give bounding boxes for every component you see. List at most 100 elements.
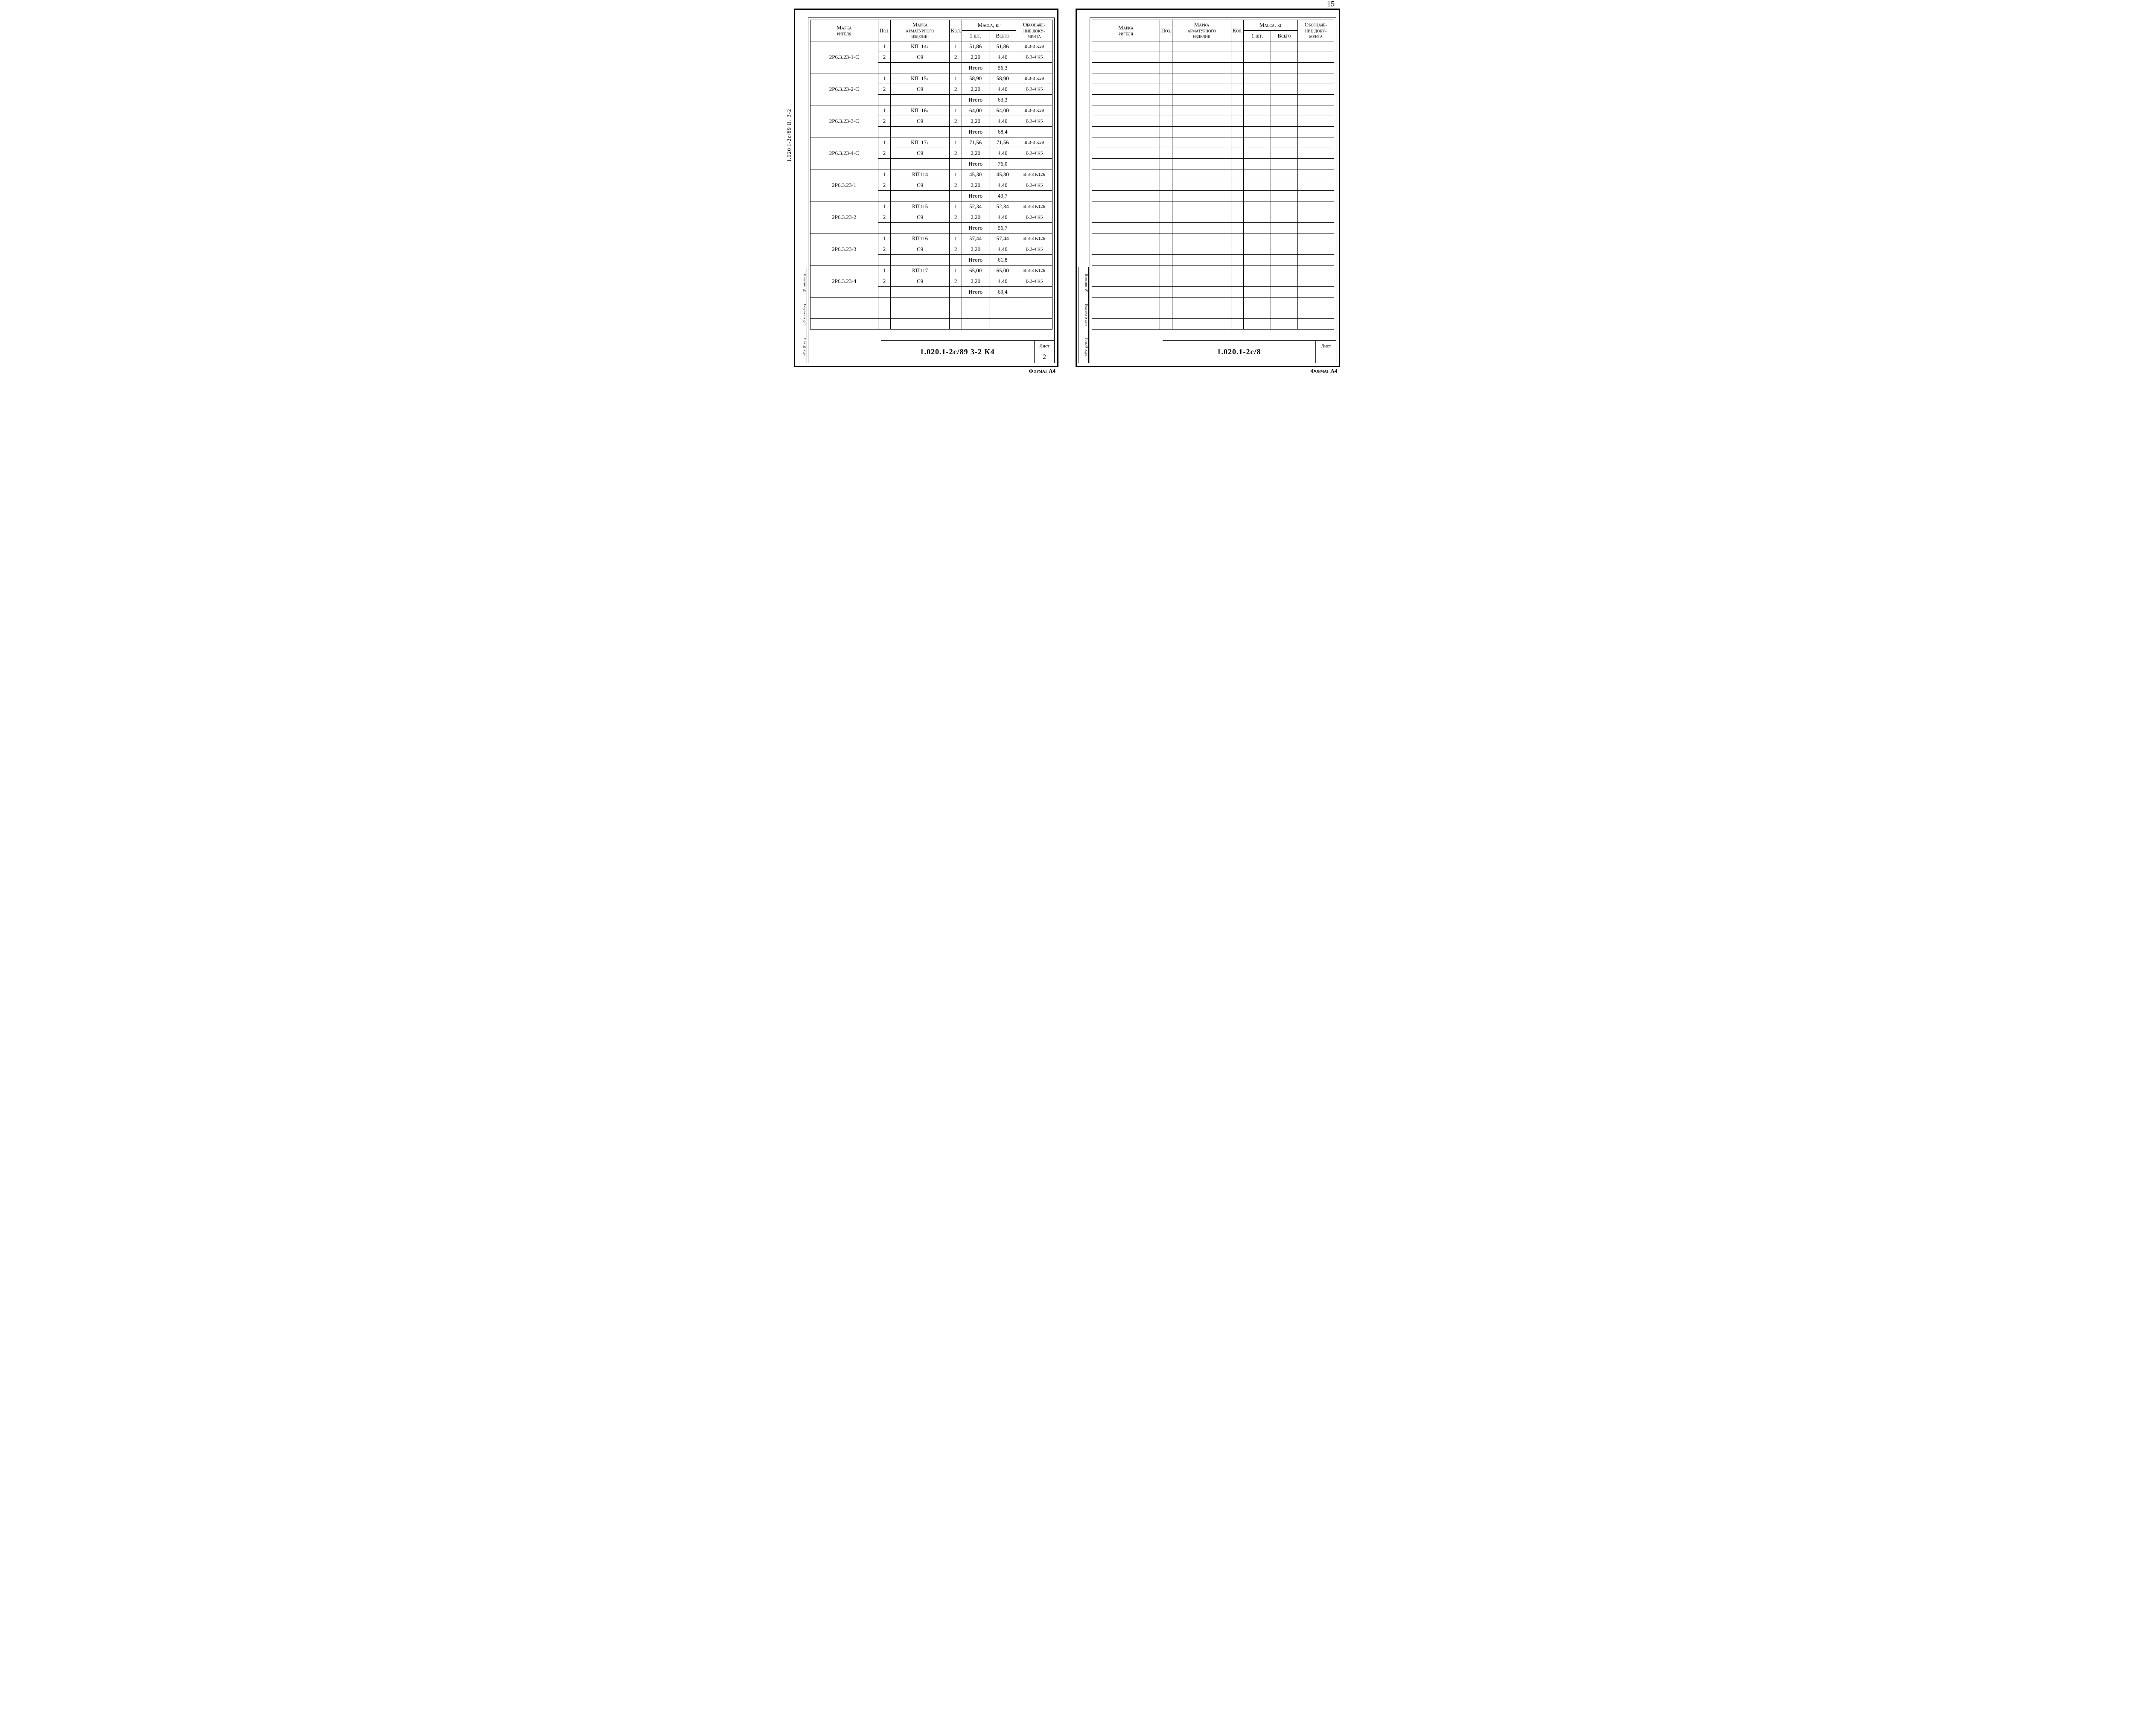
cell-poz — [878, 255, 891, 266]
cell-m2: 52,34 — [989, 201, 1016, 212]
cell-doc — [1016, 255, 1052, 266]
table-holder-right: Маркаригеля Поз. Маркаарматурногоизделия… — [1092, 20, 1334, 339]
sidebox-2: Инв.№подл. — [797, 331, 807, 363]
cell-arm — [891, 287, 950, 298]
side-stamp-boxes: Взам.инв.№ Подпись и дата Инв.№подл. — [797, 267, 807, 363]
cell-m2: 57,44 — [989, 233, 1016, 244]
table-row-blank — [1092, 52, 1334, 63]
cell-kol: 1 — [949, 266, 962, 276]
format-note-right: Формат А4 — [1310, 368, 1337, 374]
cell-kol: 2 — [949, 148, 962, 159]
table-row-blank — [1092, 319, 1334, 330]
table-row-blank — [1092, 244, 1334, 255]
cell-kol: 1 — [949, 105, 962, 116]
cell-m2: 68,4 — [989, 127, 1016, 137]
cell-mark: 2Р6.3.23-3 — [810, 233, 878, 266]
cell-kol — [949, 287, 962, 298]
cell-doc — [1016, 63, 1052, 73]
list-label: Лист — [1035, 341, 1054, 352]
cell-m2: 64,00 — [989, 105, 1016, 116]
hdr-kol: Кол. — [1231, 20, 1244, 41]
cell-arm — [891, 191, 950, 201]
titleblock-left: 1.020.1-2с/89 3-2 К4 Лист 2 — [881, 340, 1054, 363]
cell-poz: 2 — [878, 116, 891, 127]
table-row: 2Р6.3.23-3-С1КП116с164,0064,00В.3-3 К29 — [810, 105, 1052, 116]
cell-kol: 2 — [949, 52, 962, 63]
cell-m1: 2,20 — [962, 116, 989, 127]
cell-poz — [878, 63, 891, 73]
hdr-massa: Масса, кг — [962, 20, 1016, 31]
titleblock-code: 1.020.1-2с/89 3-2 К4 — [881, 341, 1035, 363]
cell-poz — [878, 287, 891, 298]
cell-poz: 1 — [878, 266, 891, 276]
cell-kol — [949, 159, 962, 169]
cell-arm: С9 — [891, 116, 950, 127]
cell-kol: 2 — [949, 276, 962, 287]
table-row-blank — [1092, 41, 1334, 52]
cell-arm: КП116 — [891, 233, 950, 244]
page-right: 15 Взам.инв.№ Подпись и дата Инв.№подл. … — [1076, 9, 1340, 367]
cell-m1: 64,00 — [962, 105, 989, 116]
hdr-m2: Всего — [989, 31, 1016, 41]
cell-kol — [949, 255, 962, 266]
cell-m1: 2,20 — [962, 212, 989, 223]
table-holder-left: Маркаригеля Поз. Маркаарматурногоизделия… — [810, 20, 1052, 339]
side-rotation-text: I.020.I-2c/89 В. 3-2 — [786, 109, 793, 162]
cell-m1: 2,20 — [962, 148, 989, 159]
cell-poz: 2 — [878, 52, 891, 63]
table-row-blank — [1092, 201, 1334, 212]
cell-kol — [949, 127, 962, 137]
table-row-blank — [1092, 63, 1334, 73]
cell-doc: В.3-4 К5 — [1016, 84, 1052, 95]
sidebox-1r: Подпись и дата — [1079, 299, 1089, 331]
table-row-blank — [1092, 276, 1334, 287]
cell-kol: 2 — [949, 180, 962, 191]
table-row-blank — [1092, 233, 1334, 244]
cell-doc: В.3-3 К126 — [1016, 266, 1052, 276]
table-row-blank — [810, 298, 1052, 308]
cell-m1: Итого — [962, 159, 989, 169]
table-row-blank — [1092, 266, 1334, 276]
cell-kol — [949, 191, 962, 201]
cell-doc — [1016, 223, 1052, 233]
table-row-blank — [1092, 148, 1334, 159]
table-row-blank — [810, 319, 1052, 330]
titleblock-code-r: 1.020.1-2с/8 — [1163, 341, 1316, 363]
sidebox-0: Взам.инв.№ — [797, 267, 807, 299]
table-row: 2Р6.3.23-2-С1КП115с158,9058,90В.3-3 К29 — [810, 73, 1052, 84]
cell-m2: 69,4 — [989, 287, 1016, 298]
cell-m2: 51,86 — [989, 41, 1016, 52]
format-note-left: Формат А4 — [1029, 368, 1055, 374]
cell-m2: 4,40 — [989, 276, 1016, 287]
cell-m2: 61,8 — [989, 255, 1016, 266]
cell-mark: 2Р6.3.23-2 — [810, 201, 878, 233]
sidebox-2r: Инв.№подл. — [1079, 331, 1089, 363]
hdr-m2: Всего — [1271, 31, 1297, 41]
titleblock-list: Лист 2 — [1035, 341, 1054, 363]
table-row-blank — [1092, 180, 1334, 191]
cell-kol: 2 — [949, 84, 962, 95]
cell-m1: Итого — [962, 127, 989, 137]
cell-m2: 56,7 — [989, 223, 1016, 233]
cell-m2: 71,56 — [989, 137, 1016, 148]
table-row: 2Р6.3.23-41КП117165,0065,00В.3-3 К126 — [810, 266, 1052, 276]
cell-m2: 63,3 — [989, 95, 1016, 105]
cell-poz: 2 — [878, 276, 891, 287]
cell-m2: 4,40 — [989, 52, 1016, 63]
cell-kol: 1 — [949, 41, 962, 52]
cell-doc: В.3-4 К5 — [1016, 52, 1052, 63]
cell-arm: С9 — [891, 52, 950, 63]
cell-poz — [878, 95, 891, 105]
table-row-blank — [1092, 308, 1334, 319]
sheet-wrap: I.020.I-2c/89 В. 3-2 Взам.инв.№ Подпись … — [9, 9, 2125, 367]
cell-m2: 4,40 — [989, 244, 1016, 255]
hdr-poz: Поз. — [1160, 20, 1172, 41]
cell-mark: 2Р6.3.23-4-С — [810, 137, 878, 169]
cell-arm — [891, 159, 950, 169]
cell-m1: 45,30 — [962, 169, 989, 180]
hdr-marka: Маркаригеля — [810, 20, 878, 41]
table-row: 2Р6.3.23-21КП115152,3452,34В.3-3 К126 — [810, 201, 1052, 212]
cell-doc: В.3-4 К5 — [1016, 276, 1052, 287]
list-number: 2 — [1035, 352, 1054, 363]
table-row-blank — [1092, 84, 1334, 95]
